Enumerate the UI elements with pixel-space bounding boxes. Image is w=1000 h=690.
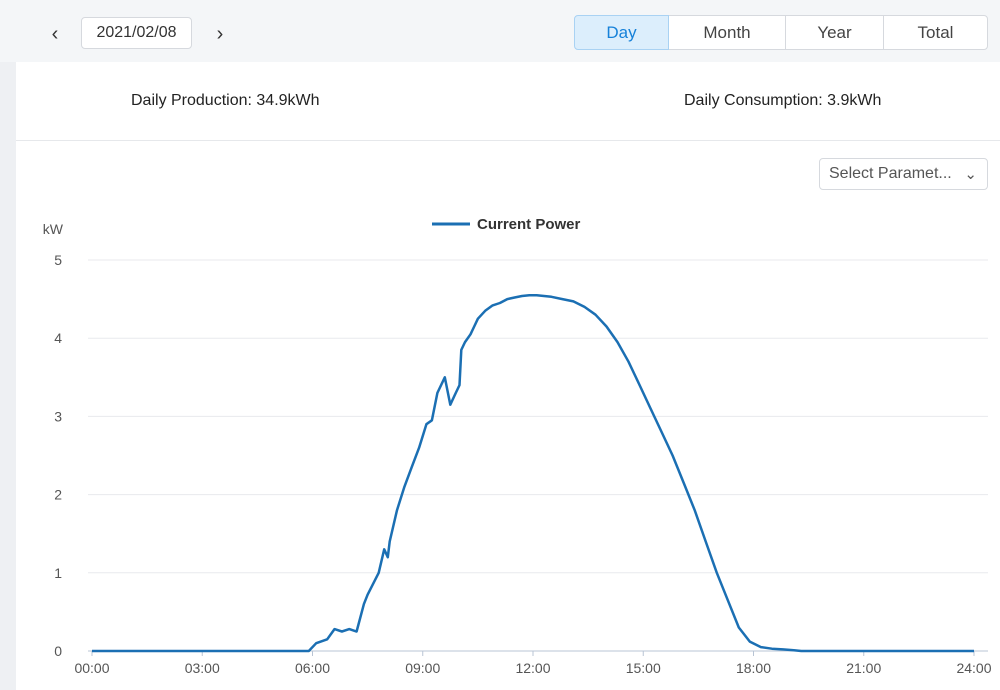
tab-day-label: Day [606,22,637,42]
parameter-select-value: Select Paramet... [829,165,952,182]
date-value: 2021/02/08 [96,24,177,41]
y-tick-label: 3 [54,408,62,424]
y-tick-label: 0 [54,643,62,659]
tab-total[interactable]: Total [883,15,988,50]
chevron-down-icon: ⌄ [964,166,977,183]
x-tick-label: 15:00 [626,660,661,676]
tab-total-label: Total [917,22,954,42]
x-tick-label: 12:00 [515,660,550,676]
chart-card [16,141,1000,690]
prev-date-button[interactable]: ‹ [43,22,67,46]
x-tick-label: 24:00 [956,660,991,676]
x-tick-label: 03:00 [185,660,220,676]
y-tick-label: 4 [54,330,62,346]
daily-consumption: Daily Consumption: 3.9kWh [684,92,882,109]
summary-card: Daily Production: 34.9kWh Daily Consumpt… [16,62,1000,141]
x-tick-label: 00:00 [74,660,109,676]
x-tick-label: 06:00 [295,660,330,676]
tab-month[interactable]: Month [668,15,786,50]
summary-row: Daily Production: 34.9kWh Daily Consumpt… [16,62,1000,141]
tab-year[interactable]: Year [785,15,884,50]
date-picker[interactable]: 2021/02/08 [81,17,192,49]
tab-day[interactable]: Day [574,15,669,50]
tab-month-label: Month [703,22,751,42]
daily-production: Daily Production: 34.9kWh [131,92,320,109]
x-tick-label: 09:00 [405,660,440,676]
chevron-left-icon: ‹ [51,23,59,45]
y-tick-label: 5 [54,252,62,268]
y-tick-label: 2 [54,487,62,503]
y-tick-label: 1 [54,565,62,581]
y-axis-label: kW [43,221,64,237]
tab-year-label: Year [817,22,852,42]
next-date-button[interactable]: › [208,22,232,46]
current-power-line [92,293,974,653]
period-tabs: Day Month Year Total [574,15,988,50]
x-tick-label: 21:00 [846,660,881,676]
parameter-select[interactable]: Select Paramet... ⌄ [819,158,988,190]
top-bar: ‹ 2021/02/08 › Day Month Year Total [0,0,1000,62]
legend-label: Current Power [477,216,581,233]
chevron-right-icon: › [216,23,224,45]
x-tick-label: 18:00 [736,660,771,676]
